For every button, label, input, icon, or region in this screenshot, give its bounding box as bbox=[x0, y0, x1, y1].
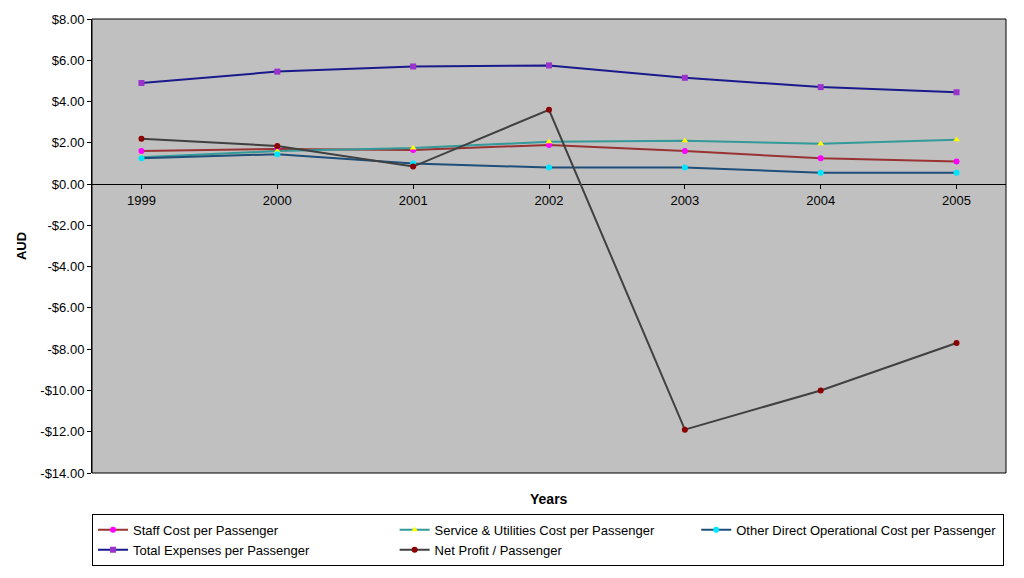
svg-text:Staff Cost per Passenger: Staff Cost per Passenger bbox=[133, 523, 279, 538]
svg-text:$0.00: $0.00 bbox=[52, 177, 85, 192]
svg-text:-$14.00: -$14.00 bbox=[40, 466, 84, 481]
svg-text:Total Expenses per Passenger: Total Expenses per Passenger bbox=[133, 543, 310, 558]
svg-text:-$8.00: -$8.00 bbox=[48, 342, 85, 357]
svg-text:Other Direct Operational Cost: Other Direct Operational Cost per Passen… bbox=[736, 523, 996, 538]
svg-text:-$10.00: -$10.00 bbox=[40, 383, 84, 398]
svg-text:Net Profit / Passenger: Net Profit / Passenger bbox=[435, 543, 563, 558]
svg-text:-$6.00: -$6.00 bbox=[48, 300, 85, 315]
svg-text:2004: 2004 bbox=[806, 193, 835, 208]
svg-text:2003: 2003 bbox=[670, 193, 699, 208]
svg-text:AUD: AUD bbox=[14, 232, 29, 260]
svg-text:1999: 1999 bbox=[127, 193, 156, 208]
svg-text:2001: 2001 bbox=[399, 193, 428, 208]
svg-text:$8.00: $8.00 bbox=[52, 12, 85, 27]
svg-text:Service & Utilities Cost per P: Service & Utilities Cost per Passenger bbox=[435, 523, 655, 538]
svg-text:2000: 2000 bbox=[263, 193, 292, 208]
svg-text:-$4.00: -$4.00 bbox=[48, 259, 85, 274]
svg-text:2002: 2002 bbox=[535, 193, 564, 208]
svg-text:2005: 2005 bbox=[942, 193, 971, 208]
svg-text:$2.00: $2.00 bbox=[52, 135, 85, 150]
svg-text:Years: Years bbox=[530, 491, 568, 507]
svg-text:-$12.00: -$12.00 bbox=[40, 424, 84, 439]
svg-text:$6.00: $6.00 bbox=[52, 53, 85, 68]
svg-text:-$2.00: -$2.00 bbox=[48, 218, 85, 233]
svg-text:$4.00: $4.00 bbox=[52, 94, 85, 109]
